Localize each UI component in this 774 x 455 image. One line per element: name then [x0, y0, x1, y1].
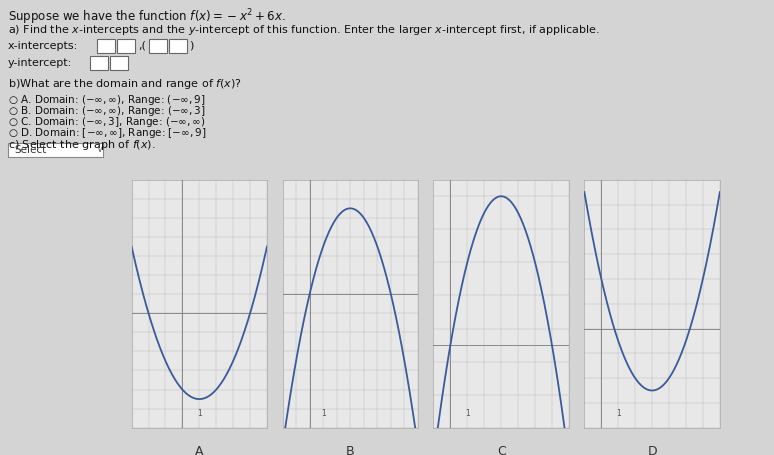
FancyBboxPatch shape	[169, 39, 187, 53]
Text: B: B	[346, 445, 354, 455]
Text: ∨: ∨	[97, 145, 103, 154]
Text: c) Select the graph of $f(x)$.: c) Select the graph of $f(x)$.	[8, 138, 156, 152]
FancyBboxPatch shape	[117, 39, 135, 53]
FancyBboxPatch shape	[110, 56, 128, 70]
Text: A: A	[195, 445, 204, 455]
Text: D: D	[647, 445, 657, 455]
Text: ○ A. Domain: $(-\infty, \infty)$, Range: $(-\infty, 9]$: ○ A. Domain: $(-\infty, \infty)$, Range:…	[8, 93, 206, 107]
FancyBboxPatch shape	[90, 56, 108, 70]
Text: 1: 1	[465, 409, 470, 418]
Text: ○ B. Domain: $(-\infty, \infty)$, Range: $(-\infty, 3]$: ○ B. Domain: $(-\infty, \infty)$, Range:…	[8, 104, 206, 118]
Text: 1: 1	[616, 409, 621, 418]
Text: b)What are the domain and range of $f(x)$?: b)What are the domain and range of $f(x)…	[8, 77, 241, 91]
FancyBboxPatch shape	[97, 39, 115, 53]
Text: a) Find the $x$-intercepts and the $y$-intercept of this function. Enter the lar: a) Find the $x$-intercepts and the $y$-i…	[8, 23, 600, 37]
Text: Select: Select	[14, 145, 46, 155]
FancyBboxPatch shape	[8, 143, 103, 157]
Text: ○ D. Domain: $[-\infty, \infty]$, Range: $[-\infty, 9]$: ○ D. Domain: $[-\infty, \infty]$, Range:…	[8, 126, 207, 140]
FancyBboxPatch shape	[149, 39, 167, 53]
Text: ,(: ,(	[138, 41, 146, 51]
Text: ○ C. Domain: $(-\infty, 3]$, Range: $(-\infty, \infty)$: ○ C. Domain: $(-\infty, 3]$, Range: $(-\…	[8, 115, 206, 129]
Text: x-intercepts:: x-intercepts:	[8, 41, 78, 51]
Text: Suppose we have the function $f(x) = -x^2 + 6x$.: Suppose we have the function $f(x) = -x^…	[8, 7, 286, 26]
Text: 1: 1	[320, 409, 326, 418]
Text: C: C	[497, 445, 505, 455]
Text: 1: 1	[197, 409, 202, 418]
Text: ): )	[189, 41, 194, 51]
Text: y-intercept:: y-intercept:	[8, 58, 72, 68]
